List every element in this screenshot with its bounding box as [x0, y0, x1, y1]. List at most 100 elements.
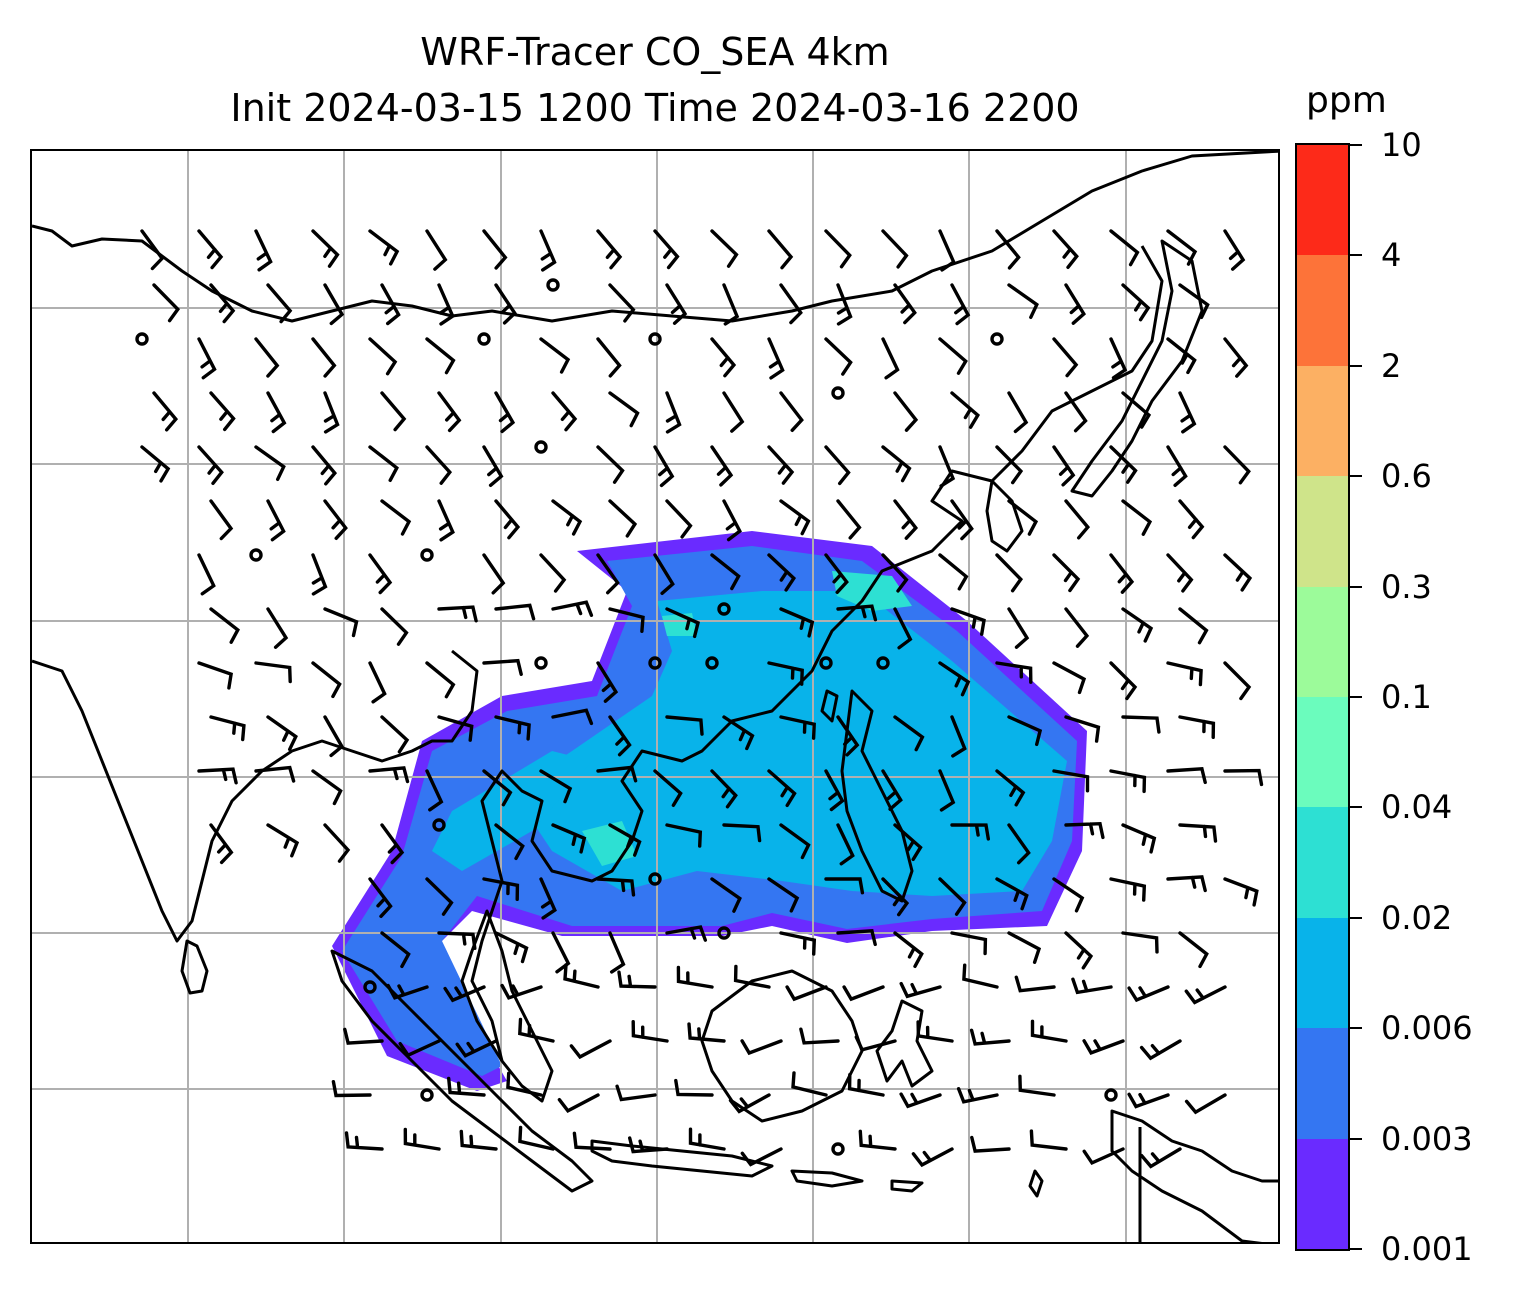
calm-wind-marker	[135, 332, 149, 346]
wind-barb	[1029, 1129, 1068, 1151]
wind-barb	[266, 283, 293, 324]
wind-barb	[938, 229, 956, 272]
wind-barb	[425, 877, 454, 916]
wind-barb	[437, 391, 462, 433]
wind-barb	[722, 499, 742, 542]
wind-barb	[710, 769, 738, 809]
wind-barb	[343, 1027, 384, 1045]
wind-barb	[1064, 607, 1090, 648]
wind-barb	[311, 553, 328, 596]
wind-barb	[494, 715, 531, 741]
wind-barb	[1166, 445, 1188, 487]
wind-barb	[447, 1076, 486, 1097]
colorbar-segment	[1297, 1027, 1348, 1139]
wind-barb	[1166, 337, 1197, 375]
colorbar-segment	[1297, 586, 1348, 697]
wind-barb	[893, 715, 925, 752]
wind-barb	[380, 283, 401, 326]
colorbar-segment	[1297, 696, 1348, 808]
wind-barb	[1121, 283, 1151, 322]
colorbar-tick-label: 0.02	[1381, 898, 1453, 937]
colorbar-tick	[1350, 696, 1362, 698]
wind-barb	[995, 661, 1033, 684]
wind-barb	[506, 1071, 543, 1097]
wind-barb	[842, 985, 885, 1002]
wind-barb	[1007, 607, 1030, 649]
wind-barb	[628, 1136, 669, 1154]
colorbar-tick	[1350, 1027, 1362, 1030]
wind-barb	[893, 931, 924, 968]
wind-barb	[323, 391, 340, 434]
wind-barb	[1007, 283, 1039, 319]
colorbar-tick	[1350, 364, 1362, 367]
wind-barb	[893, 391, 919, 432]
calm-wind-marker	[363, 980, 377, 994]
wind-barb	[767, 445, 795, 485]
wind-barb	[209, 283, 236, 324]
wind-barb	[1178, 823, 1218, 843]
wind-barb	[1007, 931, 1042, 964]
wind-barb	[437, 715, 474, 742]
wind-barb	[386, 983, 429, 1000]
wind-barb	[722, 823, 762, 843]
wind-barb	[368, 877, 393, 918]
wind-barb	[779, 283, 803, 325]
wind-barb	[254, 765, 296, 783]
wind-barb	[881, 229, 909, 269]
wind-barb	[1109, 337, 1128, 380]
wind-barb	[824, 337, 853, 376]
wind-barb	[950, 823, 990, 841]
wind-barb	[710, 229, 739, 268]
wind-barb	[1064, 499, 1091, 540]
wind-barb	[323, 283, 345, 326]
wind-barb	[311, 769, 343, 806]
wind-barb	[1178, 283, 1210, 320]
wind-barb	[569, 1039, 612, 1060]
wind-barb	[1052, 769, 1090, 793]
wind-barb	[687, 1022, 726, 1043]
colorbar-tick-label: 0.6	[1381, 457, 1432, 496]
wind-barb	[1109, 661, 1138, 701]
calm-wind-marker	[819, 656, 833, 670]
wind-barb	[665, 391, 682, 434]
wind-barb	[1109, 229, 1140, 267]
wind-barb	[437, 605, 478, 623]
wind-barb	[767, 877, 800, 913]
wind-barb	[779, 715, 816, 740]
wind-barb	[425, 445, 453, 485]
calm-wind-marker	[831, 386, 845, 400]
wind-barb	[482, 445, 504, 487]
wind-barb	[1121, 823, 1157, 854]
wind-barb	[665, 925, 707, 942]
wind-barb	[1071, 977, 1113, 995]
wind-barb	[938, 877, 967, 916]
wind-barb	[425, 337, 456, 375]
wind-barb	[710, 553, 741, 591]
wind-barb	[254, 337, 280, 378]
calm-wind-marker	[534, 656, 548, 670]
wind-barb	[539, 337, 571, 374]
wind-barb	[494, 823, 525, 861]
wind-barb	[1121, 931, 1159, 954]
wind-barb	[311, 445, 338, 486]
colorbar-tick-label: 0.003	[1381, 1119, 1473, 1158]
calm-wind-marker	[648, 872, 662, 886]
wind-barb	[950, 607, 986, 636]
calm-wind-marker	[648, 332, 662, 346]
wind-barb	[1178, 931, 1209, 969]
colorbar-segment	[1297, 254, 1348, 366]
wind-barb	[323, 607, 359, 638]
wind-barb	[344, 1131, 384, 1151]
colorbar-tick	[1350, 806, 1362, 809]
wind-barb	[824, 445, 851, 486]
wind-barb	[836, 283, 853, 326]
wind-barb	[539, 877, 557, 920]
colorbar-tick	[1350, 144, 1362, 146]
wind-barb	[950, 715, 967, 758]
plume-0.006	[512, 591, 1067, 896]
wind-barb	[740, 1147, 783, 1167]
calm-wind-marker	[717, 602, 731, 616]
wind-barb	[1007, 391, 1029, 434]
wind-barb	[608, 499, 638, 538]
colorbar-tick-label: 0.04	[1381, 788, 1453, 827]
